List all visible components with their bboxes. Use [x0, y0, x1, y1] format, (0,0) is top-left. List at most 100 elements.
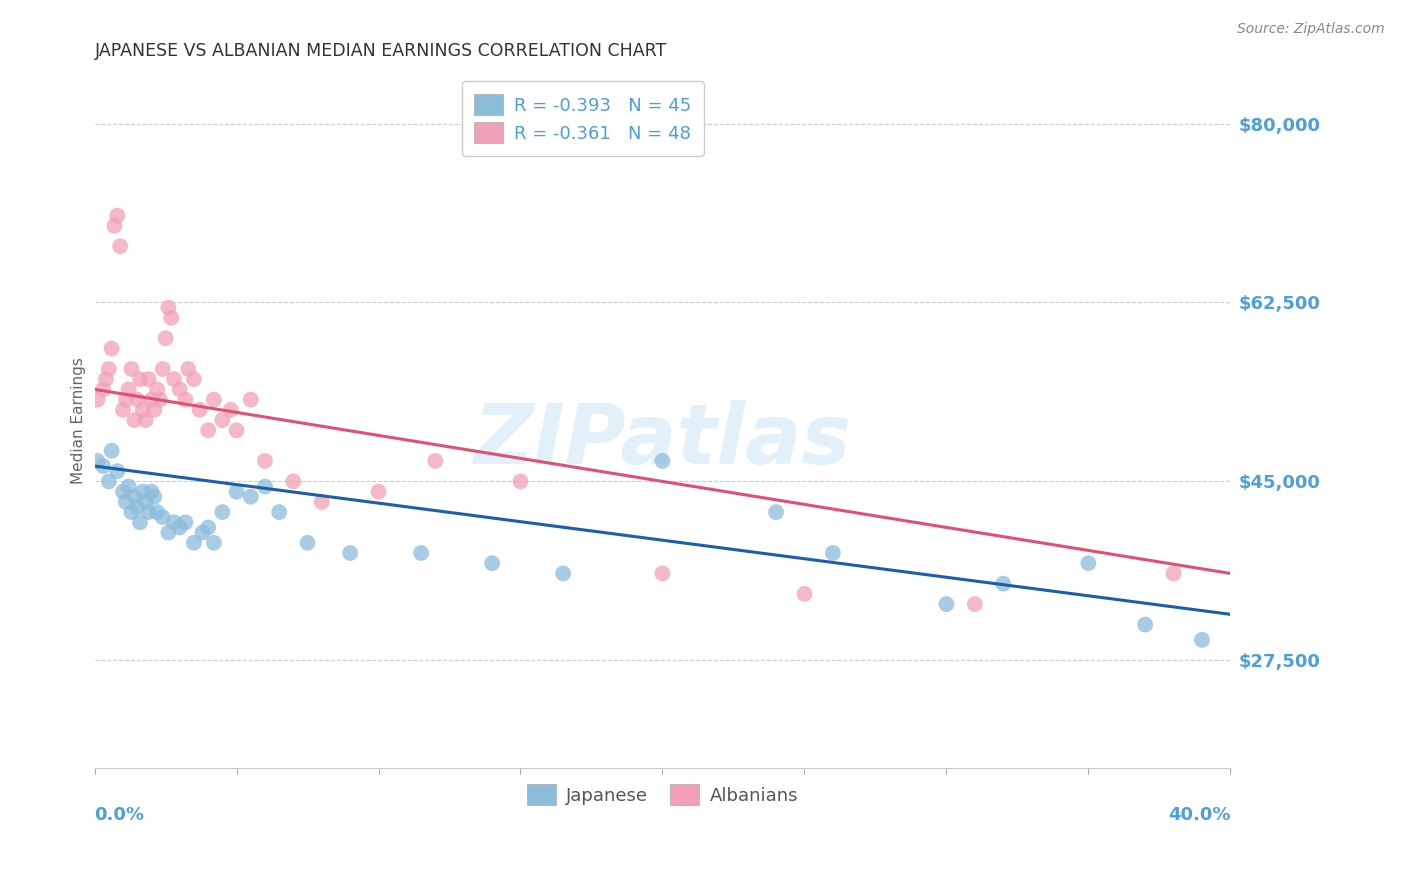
Point [197, 520, 219, 534]
Point [269, 505, 291, 519]
Point [821, 546, 844, 560]
Point [1133, 617, 1156, 632]
Point [174, 392, 197, 407]
Point [253, 479, 276, 493]
Point [793, 587, 815, 601]
Point [169, 520, 191, 534]
Point [127, 500, 149, 514]
Point [141, 392, 163, 407]
Point [103, 219, 125, 233]
Point [993, 576, 1015, 591]
Point [91, 459, 114, 474]
Point [111, 402, 134, 417]
Point [152, 510, 174, 524]
Point [132, 402, 155, 417]
Point [367, 484, 389, 499]
Point [114, 392, 136, 407]
Point [651, 566, 673, 581]
Point [225, 423, 247, 437]
Point [191, 525, 214, 540]
Text: 40.0%: 40.0% [1168, 806, 1230, 824]
Point [1163, 566, 1185, 581]
Point [141, 484, 163, 499]
Point [117, 383, 139, 397]
Point [111, 484, 134, 499]
Point [117, 479, 139, 493]
Point [114, 495, 136, 509]
Text: 0.0%: 0.0% [94, 806, 145, 824]
Point [219, 402, 242, 417]
Point [86, 454, 108, 468]
Point [86, 392, 108, 407]
Point [239, 490, 262, 504]
Point [551, 566, 574, 581]
Point [124, 413, 146, 427]
Point [157, 301, 180, 315]
Point [211, 413, 233, 427]
Point [146, 505, 169, 519]
Y-axis label: Median Earnings: Median Earnings [72, 357, 86, 483]
Point [297, 535, 319, 549]
Point [146, 383, 169, 397]
Point [225, 484, 247, 499]
Point [163, 516, 186, 530]
Point [177, 362, 200, 376]
Point [174, 516, 197, 530]
Point [211, 505, 233, 519]
Point [127, 392, 149, 407]
Point [135, 413, 157, 427]
Point [239, 392, 262, 407]
Point [121, 505, 143, 519]
Point [283, 475, 305, 489]
Point [202, 535, 225, 549]
Point [197, 423, 219, 437]
Point [100, 443, 122, 458]
Point [91, 383, 114, 397]
Point [132, 484, 155, 499]
Point [765, 505, 787, 519]
Point [152, 362, 174, 376]
Point [163, 372, 186, 386]
Point [94, 372, 117, 386]
Point [135, 495, 157, 509]
Point [1191, 632, 1213, 647]
Point [183, 535, 205, 549]
Point [253, 454, 276, 468]
Point [155, 331, 177, 345]
Point [124, 490, 146, 504]
Point [149, 392, 172, 407]
Point [183, 372, 205, 386]
Point [143, 402, 166, 417]
Point [963, 597, 986, 611]
Text: ZIPatlas: ZIPatlas [474, 401, 852, 482]
Text: Source: ZipAtlas.com: Source: ZipAtlas.com [1237, 22, 1385, 37]
Point [188, 402, 211, 417]
Point [509, 475, 531, 489]
Point [169, 383, 191, 397]
Point [143, 490, 166, 504]
Point [339, 546, 361, 560]
Point [97, 475, 120, 489]
Point [481, 556, 503, 570]
Point [138, 372, 160, 386]
Point [202, 392, 225, 407]
Legend: Japanese, Albanians: Japanese, Albanians [515, 772, 811, 818]
Point [108, 239, 131, 253]
Point [105, 464, 128, 478]
Point [160, 310, 183, 325]
Point [935, 597, 957, 611]
Point [1077, 556, 1099, 570]
Point [411, 546, 433, 560]
Point [105, 209, 128, 223]
Point [311, 495, 333, 509]
Point [425, 454, 447, 468]
Point [121, 362, 143, 376]
Point [129, 516, 152, 530]
Point [157, 525, 180, 540]
Point [97, 362, 120, 376]
Text: JAPANESE VS ALBANIAN MEDIAN EARNINGS CORRELATION CHART: JAPANESE VS ALBANIAN MEDIAN EARNINGS COR… [94, 42, 666, 60]
Point [138, 505, 160, 519]
Point [651, 454, 673, 468]
Point [129, 372, 152, 386]
Point [100, 342, 122, 356]
